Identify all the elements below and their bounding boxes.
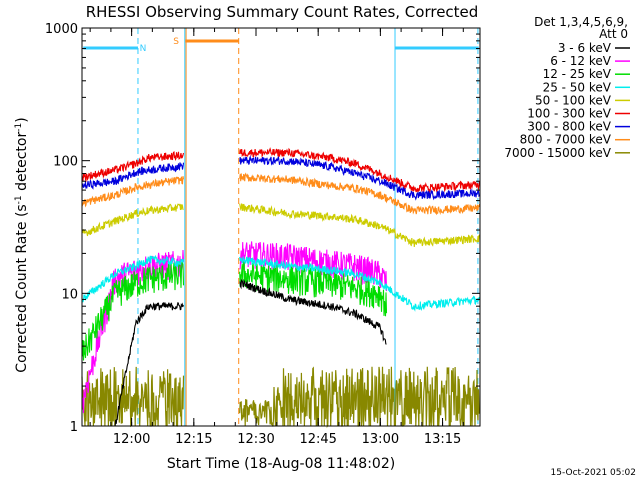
series-12-25-kev-line	[81, 260, 388, 361]
y-tick-label: 1	[70, 420, 78, 435]
footer-date: 15-Oct-2021 05:02	[551, 468, 636, 478]
chart-title: RHESSI Observing Summary Count Rates, Co…	[86, 3, 479, 21]
legend-label: 7000 - 15000 keV	[504, 146, 611, 160]
series-800-7000-kev-line	[81, 172, 481, 216]
x-axis-label: Start Time (18-Aug-08 11:48:02)	[167, 456, 395, 472]
y-axis-ticks: 1 10 100 1000	[45, 22, 480, 435]
legend-label: 300 - 800 keV	[527, 120, 611, 134]
x-tick-label: 12:45	[299, 432, 336, 447]
x-axis-ticks: 12:00 12:15 12:30 12:45 13:00 13:15	[89, 28, 464, 447]
legend-label: 6 - 12 keV	[550, 54, 612, 68]
y-axis-label-middle: detector	[14, 132, 30, 196]
series-25-50-kev-line	[81, 254, 480, 312]
legend-label: 50 - 100 keV	[535, 93, 612, 107]
legend-label: 25 - 50 keV	[543, 80, 612, 94]
night-label: N	[140, 44, 147, 54]
y-tick-label: 1000	[45, 22, 78, 37]
series-50-100-kev-line	[81, 203, 480, 248]
detector-header: Det 1,3,4,5,6,9,	[534, 15, 628, 29]
x-tick-label: 12:15	[175, 432, 212, 447]
y-axis-label-superscript-1: -1	[14, 195, 24, 204]
series-100-300-kev-line	[81, 147, 481, 194]
attenuator-header: Att 0	[599, 27, 628, 41]
y-axis-label-end: )	[14, 117, 30, 122]
legend-label: 100 - 300 keV	[527, 107, 611, 121]
y-axis-label-superscript-2: -1	[14, 123, 24, 132]
x-tick-label: 13:15	[424, 432, 461, 447]
x-tick-label: 12:30	[237, 432, 274, 447]
y-tick-label: 10	[61, 287, 78, 302]
legend-label: 3 - 6 keV	[558, 41, 612, 55]
legend-label: 12 - 25 keV	[543, 67, 612, 81]
plot-area: NS	[81, 28, 481, 429]
series-7000-15000-kev-line	[81, 366, 481, 429]
x-tick-label: 12:00	[113, 432, 150, 447]
x-tick-label: 13:00	[362, 432, 399, 447]
y-axis-label-main: Corrected Count Rate (s	[14, 204, 30, 372]
saa-label: S	[173, 37, 179, 47]
y-tick-label: 100	[53, 155, 78, 170]
plot-frame	[81, 27, 481, 427]
series-300-800-kev-line	[81, 154, 480, 201]
legend-label: 800 - 7000 keV	[520, 133, 612, 147]
y-axis-label: Corrected Count Rate (s-1 detector-1)	[14, 117, 30, 372]
series-3-6-kev-line	[114, 278, 387, 426]
